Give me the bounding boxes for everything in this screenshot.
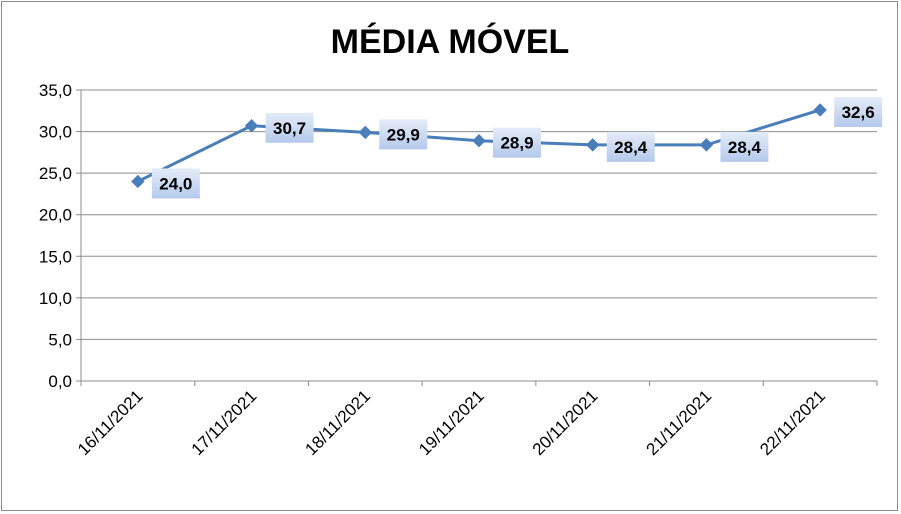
y-tick-label: 0,0	[48, 372, 72, 391]
data-label-box	[834, 96, 883, 127]
data-label: 29,9	[387, 125, 420, 144]
data-point-marker	[699, 138, 714, 152]
data-label-box	[379, 119, 428, 150]
data-label-box	[493, 127, 541, 158]
series	[131, 103, 827, 189]
data-point-marker	[472, 134, 486, 148]
data-label: 28,4	[728, 138, 762, 157]
x-tick-label: 21/11/2021	[643, 386, 716, 459]
data-label: 32,6	[842, 103, 875, 122]
data-label: 24,0	[159, 174, 192, 193]
chart-title: MÉDIA MÓVEL	[331, 23, 570, 61]
x-axis-tick-labels: 16/11/2021 17/11/2021 18/11/2021 19/11/2021…	[74, 386, 829, 459]
data-label-box	[151, 168, 200, 199]
x-tick-label: 17/11/2021	[188, 386, 261, 459]
y-tick-label: 15,0	[39, 247, 72, 266]
x-tick-label: 20/11/2021	[529, 386, 602, 459]
gridlines	[81, 89, 877, 340]
x-tick-label: 22/11/2021	[756, 386, 829, 459]
y-tick-label: 5,0	[48, 330, 72, 349]
x-tick-label: 19/11/2021	[415, 386, 488, 459]
y-tick-label: 30,0	[39, 123, 72, 142]
data-point-marker	[131, 174, 145, 189]
data-point-marker	[244, 119, 259, 133]
data-labels: 24,0 30,7 29,9 28,9 28,4 28,4 32,6	[151, 96, 883, 199]
data-point-marker	[586, 138, 600, 152]
x-tick-label: 18/11/2021	[301, 386, 374, 459]
y-tick-label: 20,0	[39, 206, 72, 225]
y-axis-tick-labels: 0,0 5,0 10,0 15,0 20,0 25,0 30,0 35,0	[39, 81, 72, 391]
y-tick-label: 35,0	[39, 81, 72, 100]
data-label: 30,7	[273, 119, 306, 138]
axes	[76, 89, 878, 386]
x-tick-label: 16/11/2021	[74, 386, 147, 459]
data-label: 28,9	[500, 134, 533, 153]
data-point-marker	[358, 125, 372, 140]
data-point-marker	[813, 103, 827, 117]
data-label-box	[720, 131, 769, 162]
y-tick-label: 10,0	[39, 289, 72, 308]
data-label: 28,4	[614, 138, 648, 157]
y-tick-label: 25,0	[39, 164, 72, 183]
data-label-box	[606, 131, 655, 162]
data-label-box	[265, 112, 314, 143]
